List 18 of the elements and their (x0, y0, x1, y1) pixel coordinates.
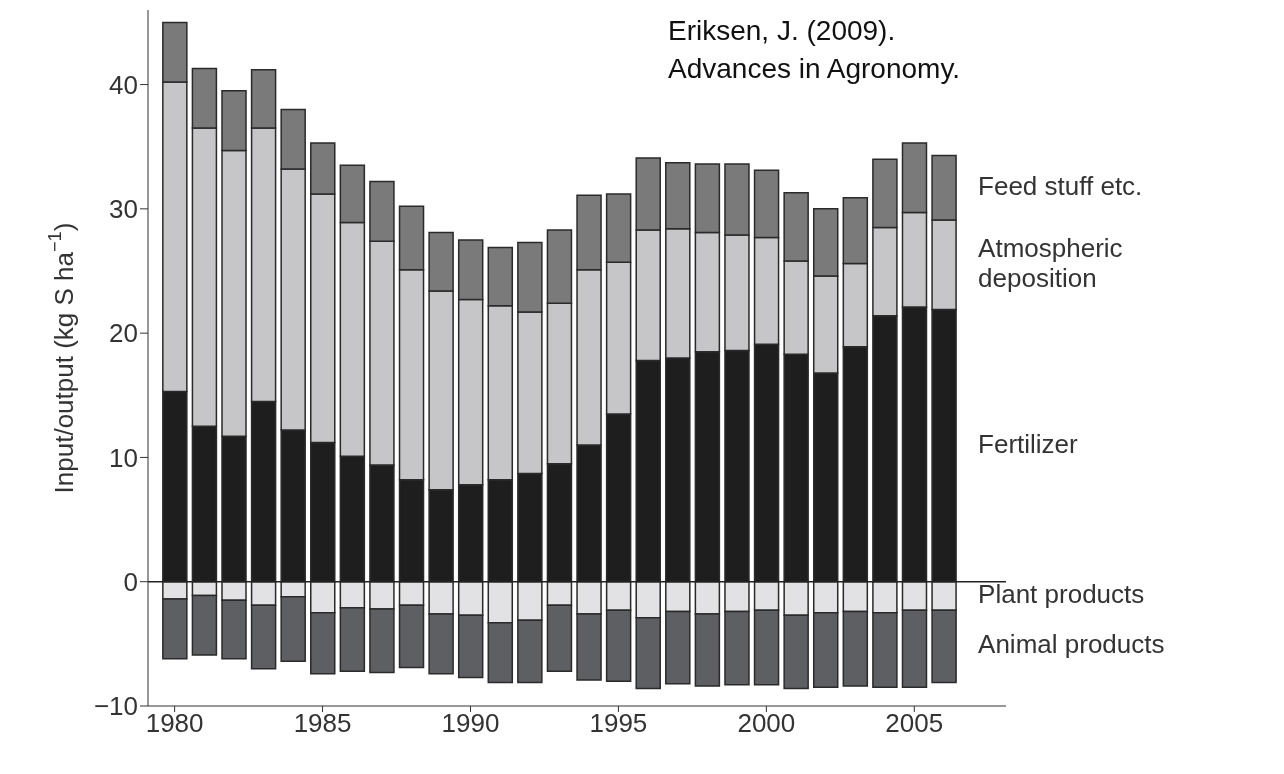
x-tick-label: 2005 (885, 708, 944, 739)
x-tick-label: 1995 (589, 708, 648, 739)
y-tick-label: 0 (123, 566, 138, 597)
y-tick-label: 30 (109, 194, 138, 225)
x-tick-label: 1980 (145, 708, 204, 739)
y-tick-label: 20 (109, 318, 138, 349)
y-tick-label: −10 (93, 691, 138, 722)
series-label: Plant products (978, 578, 1145, 609)
series-label: Feed stuff etc. (978, 170, 1143, 201)
series-label: Fertilizer (978, 428, 1079, 459)
y-tick-label: 40 (109, 69, 138, 100)
x-tick-label: 1985 (293, 708, 352, 739)
series-label: Animal products (978, 629, 1165, 660)
series-label: Atmospheric deposition (978, 232, 1123, 293)
x-tick-label: 2000 (737, 708, 796, 739)
y-tick-label: 10 (109, 442, 138, 473)
annotation: Eriksen, J. (2009). Advances in Agronomy. (668, 14, 962, 86)
x-tick-label: 1990 (441, 708, 500, 739)
